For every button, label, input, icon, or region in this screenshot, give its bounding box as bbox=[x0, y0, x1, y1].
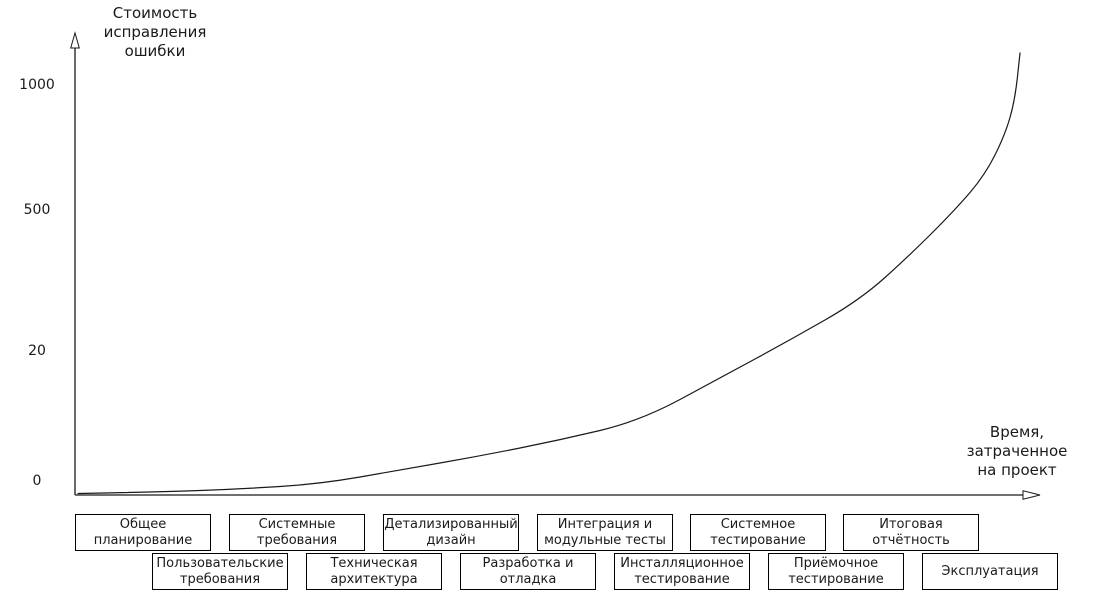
x-axis-title: Время, затраченное на проект bbox=[966, 423, 1068, 479]
phase-box-bottom-5: Эксплуатация bbox=[922, 553, 1058, 590]
phase-box-top-0: Общее планирование bbox=[75, 514, 211, 551]
phase-box-top-5: Итоговая отчётность bbox=[843, 514, 979, 551]
phase-box-bottom-4: Приёмочное тестирование bbox=[768, 553, 904, 590]
phase-box-top-4: Системное тестирование bbox=[690, 514, 826, 551]
phase-box-bottom-3: Инсталляционное тестирование bbox=[614, 553, 750, 590]
phase-box-top-3: Интеграция и модульные тесты bbox=[537, 514, 673, 551]
y-tick-label-500: 500 bbox=[23, 202, 51, 218]
y-tick-label-0: 0 bbox=[32, 473, 42, 489]
phase-box-bottom-0: Пользовательские требования bbox=[152, 553, 288, 590]
cost-curve bbox=[77, 52, 1021, 495]
phase-box-bottom-1: Техническая архитектура bbox=[306, 553, 442, 590]
phase-box-top-2: Детализированный дизайн bbox=[383, 514, 519, 551]
x-axis-arrow-icon bbox=[1022, 490, 1041, 500]
phase-box-top-1: Системные требования bbox=[229, 514, 365, 551]
y-tick-label-20: 20 bbox=[28, 343, 46, 359]
y-tick-label-1000: 1000 bbox=[19, 77, 55, 93]
y-axis-arrow-icon bbox=[70, 31, 80, 49]
y-axis-title: Стоимость исправления ошибки bbox=[103, 4, 207, 60]
phase-box-bottom-2: Разработка и отладка bbox=[460, 553, 596, 590]
